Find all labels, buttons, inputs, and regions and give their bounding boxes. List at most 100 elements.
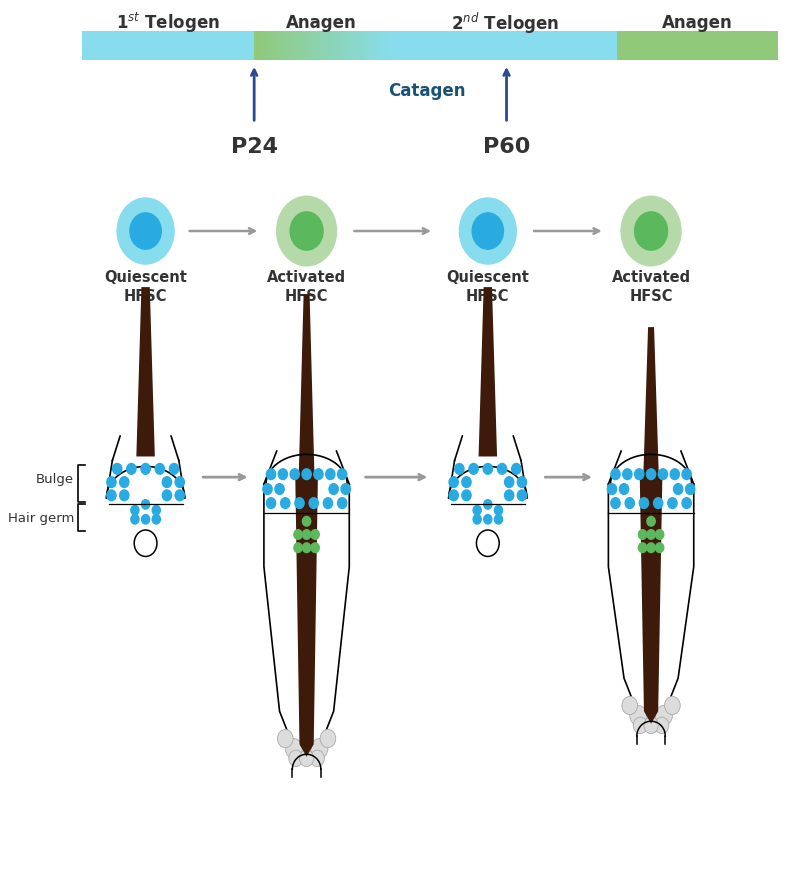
Bar — [372, 32, 376, 61]
Circle shape — [634, 469, 644, 480]
Bar — [386, 32, 390, 61]
Circle shape — [155, 464, 164, 474]
Circle shape — [320, 730, 336, 748]
Polygon shape — [642, 328, 659, 501]
Circle shape — [337, 498, 347, 509]
Circle shape — [131, 515, 139, 524]
Bar — [279, 32, 283, 61]
Circle shape — [142, 500, 150, 510]
Circle shape — [266, 498, 275, 509]
Circle shape — [625, 498, 634, 509]
Circle shape — [655, 530, 664, 539]
Bar — [299, 32, 303, 61]
Circle shape — [302, 469, 312, 480]
Circle shape — [505, 477, 514, 488]
Text: Quiescent
HFSC: Quiescent HFSC — [447, 270, 529, 303]
Circle shape — [505, 490, 514, 501]
Circle shape — [324, 498, 332, 509]
Text: Activated
HFSC: Activated HFSC — [267, 270, 346, 303]
Circle shape — [469, 464, 478, 474]
Circle shape — [460, 199, 516, 265]
Circle shape — [634, 717, 647, 734]
Bar — [292, 32, 296, 61]
Circle shape — [518, 490, 526, 501]
Circle shape — [294, 530, 302, 539]
Circle shape — [611, 469, 620, 480]
Circle shape — [281, 498, 290, 509]
Circle shape — [658, 469, 667, 480]
Circle shape — [647, 543, 655, 553]
Circle shape — [611, 498, 620, 509]
Circle shape — [462, 490, 471, 501]
Circle shape — [639, 498, 649, 509]
Circle shape — [285, 738, 303, 759]
Bar — [334, 32, 338, 61]
Circle shape — [314, 469, 323, 480]
Bar — [330, 32, 335, 61]
Bar — [617, 32, 778, 61]
Circle shape — [279, 469, 287, 480]
Circle shape — [497, 464, 506, 474]
Circle shape — [473, 214, 503, 250]
Text: P60: P60 — [483, 137, 530, 157]
Circle shape — [473, 506, 481, 516]
Circle shape — [655, 706, 672, 725]
Bar — [345, 32, 349, 61]
Circle shape — [668, 498, 677, 509]
Text: Anagen: Anagen — [287, 14, 357, 32]
Circle shape — [682, 469, 691, 480]
Circle shape — [484, 500, 492, 510]
Bar — [282, 32, 286, 61]
Circle shape — [655, 543, 664, 553]
Circle shape — [674, 484, 683, 495]
Circle shape — [131, 506, 139, 516]
Circle shape — [294, 543, 302, 553]
Circle shape — [619, 484, 629, 495]
Circle shape — [311, 543, 320, 553]
Circle shape — [311, 738, 328, 759]
Circle shape — [299, 750, 314, 766]
Circle shape — [449, 477, 458, 488]
Circle shape — [290, 469, 299, 480]
Text: 1$^{st}$ Telogen: 1$^{st}$ Telogen — [116, 11, 220, 35]
Circle shape — [686, 484, 695, 495]
Polygon shape — [640, 472, 663, 724]
Circle shape — [654, 498, 663, 509]
Circle shape — [638, 530, 646, 539]
Circle shape — [141, 464, 151, 474]
Circle shape — [494, 506, 502, 516]
Bar — [369, 32, 373, 61]
Circle shape — [638, 543, 646, 553]
Circle shape — [337, 469, 347, 480]
Bar — [306, 32, 311, 61]
Circle shape — [152, 515, 160, 524]
Bar — [382, 32, 386, 61]
Circle shape — [163, 490, 171, 501]
Bar — [337, 32, 341, 61]
Bar — [351, 32, 355, 61]
Bar — [390, 32, 394, 61]
Bar — [295, 32, 300, 61]
Bar — [355, 32, 359, 61]
Text: Bulge: Bulge — [36, 473, 74, 486]
Circle shape — [483, 464, 493, 474]
Circle shape — [303, 517, 311, 526]
Circle shape — [277, 197, 336, 267]
Circle shape — [120, 490, 129, 501]
Circle shape — [462, 477, 471, 488]
Circle shape — [311, 530, 320, 539]
Circle shape — [163, 477, 171, 488]
Circle shape — [623, 469, 632, 480]
Text: Activated
HFSC: Activated HFSC — [612, 270, 691, 303]
Circle shape — [621, 197, 681, 267]
Circle shape — [152, 506, 160, 516]
Circle shape — [303, 530, 311, 539]
Circle shape — [682, 498, 691, 509]
Circle shape — [169, 464, 179, 474]
Polygon shape — [295, 472, 318, 757]
Bar — [261, 32, 266, 61]
Circle shape — [642, 705, 660, 726]
Circle shape — [175, 477, 184, 488]
Circle shape — [634, 212, 667, 251]
Circle shape — [622, 696, 638, 715]
